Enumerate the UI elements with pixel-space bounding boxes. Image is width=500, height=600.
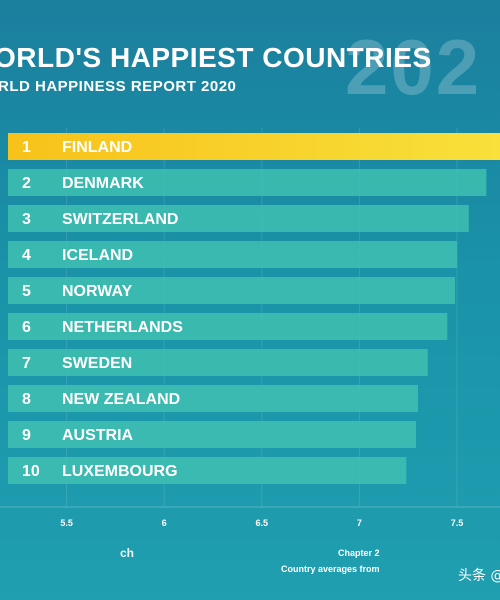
bar-luxembourg (8, 457, 407, 484)
x-tick-label: 7 (357, 518, 362, 528)
bar-country-label: AUSTRIA (62, 427, 134, 444)
footer-source-text: ch (120, 546, 135, 560)
bar-rank-label: 10 (22, 463, 40, 480)
bar-country-label: NEW ZEALAND (62, 391, 180, 408)
chart-title: ORLD'S HAPPIEST COUNTRIES (0, 42, 432, 73)
bar-iceland (8, 241, 458, 268)
bar-netherlands (8, 313, 448, 340)
bar-country-label: DENMARK (62, 175, 144, 192)
x-tick-label: 5.5 (60, 518, 73, 528)
bar-rank-label: 6 (22, 319, 31, 336)
bar-rank-label: 2 (22, 175, 31, 192)
bar-country-label: SWEDEN (62, 355, 132, 372)
bar-austria (8, 421, 417, 448)
x-tick-label: 6.5 (256, 518, 269, 528)
x-tick-label: 7.5 (451, 518, 464, 528)
bar-rank-label: 7 (22, 355, 31, 372)
bar-denmark (8, 169, 487, 196)
bar-country-label: FINLAND (62, 139, 132, 156)
bar-sweden (8, 349, 428, 376)
bar-finland (8, 133, 500, 160)
watermark-text: 头条 @ (458, 568, 500, 584)
bar-new-zealand (8, 385, 418, 412)
footer-chapter-text: Chapter 2 (338, 548, 380, 558)
chart-subtitle: RLD HAPPINESS REPORT 2020 (0, 78, 237, 95)
x-tick-label: 6 (162, 518, 167, 528)
bar-switzerland (8, 205, 469, 232)
bar-country-label: SWITZERLAND (62, 211, 178, 228)
bar-country-label: NORWAY (62, 283, 133, 300)
footer-note-text: Country averages from (281, 564, 380, 574)
bar-rank-label: 5 (22, 283, 31, 300)
bar-country-label: NETHERLANDS (62, 319, 183, 336)
year-watermark: 202 (345, 23, 482, 111)
bar-rank-label: 4 (22, 247, 31, 264)
bar-country-label: ICELAND (62, 247, 133, 264)
bar-rank-label: 1 (22, 139, 31, 156)
bar-rank-label: 8 (22, 391, 31, 408)
bar-norway (8, 277, 456, 304)
bar-rank-label: 9 (22, 427, 31, 444)
bar-rank-label: 3 (22, 211, 31, 228)
bar-country-label: LUXEMBOURG (62, 463, 178, 480)
